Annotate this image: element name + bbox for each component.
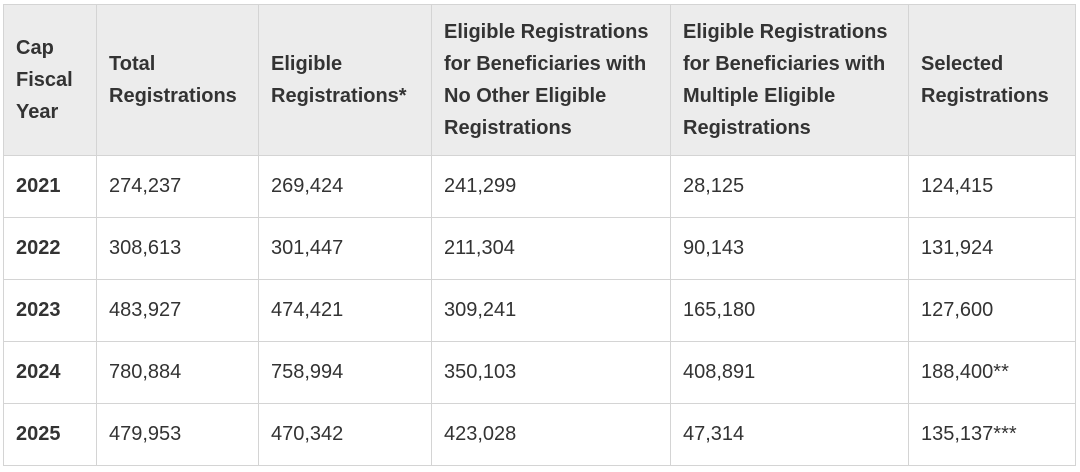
- cell-multiple: 28,125: [670, 155, 909, 218]
- header-eligible-no-other: Eligible Registrations for Beneficiaries…: [431, 4, 671, 156]
- cell-multiple: 165,180: [670, 279, 909, 342]
- cell-eligible: 758,994: [258, 341, 432, 404]
- registrations-table-container: Cap Fiscal Year Total Registrations Elig…: [3, 4, 1076, 466]
- cell-total: 308,613: [96, 217, 259, 280]
- table-header: Cap Fiscal Year Total Registrations Elig…: [3, 4, 1076, 156]
- cell-total: 780,884: [96, 341, 259, 404]
- cell-no-other: 309,241: [431, 279, 671, 342]
- cell-selected: 127,600: [908, 279, 1076, 342]
- cell-selected: 131,924: [908, 217, 1076, 280]
- header-selected-registrations: Selected Registrations: [908, 4, 1076, 156]
- table-row: 2022 308,613 301,447 211,304 90,143 131,…: [3, 217, 1076, 280]
- table-row: 2024 780,884 758,994 350,103 408,891 188…: [3, 341, 1076, 404]
- cell-multiple: 408,891: [670, 341, 909, 404]
- cell-year: 2023: [3, 279, 97, 342]
- table-row: 2021 274,237 269,424 241,299 28,125 124,…: [3, 155, 1076, 218]
- cell-year: 2024: [3, 341, 97, 404]
- header-row: Cap Fiscal Year Total Registrations Elig…: [3, 4, 1076, 156]
- cell-year: 2025: [3, 403, 97, 466]
- header-total-registrations: Total Registrations: [96, 4, 259, 156]
- registrations-table: Cap Fiscal Year Total Registrations Elig…: [3, 4, 1076, 466]
- cell-eligible: 269,424: [258, 155, 432, 218]
- cell-selected: 124,415: [908, 155, 1076, 218]
- header-eligible-multiple: Eligible Registrations for Beneficiaries…: [670, 4, 909, 156]
- cell-selected: 135,137***: [908, 403, 1076, 466]
- cell-total: 479,953: [96, 403, 259, 466]
- cell-no-other: 211,304: [431, 217, 671, 280]
- cell-total: 483,927: [96, 279, 259, 342]
- table-row: 2023 483,927 474,421 309,241 165,180 127…: [3, 279, 1076, 342]
- cell-multiple: 47,314: [670, 403, 909, 466]
- cell-no-other: 423,028: [431, 403, 671, 466]
- cell-selected: 188,400**: [908, 341, 1076, 404]
- cell-year: 2022: [3, 217, 97, 280]
- cell-eligible: 474,421: [258, 279, 432, 342]
- cell-total: 274,237: [96, 155, 259, 218]
- header-eligible-registrations: Eligible Registrations*: [258, 4, 432, 156]
- cell-eligible: 301,447: [258, 217, 432, 280]
- table-body: 2021 274,237 269,424 241,299 28,125 124,…: [3, 155, 1076, 466]
- header-cap-fiscal-year: Cap Fiscal Year: [3, 4, 97, 156]
- cell-no-other: 241,299: [431, 155, 671, 218]
- cell-multiple: 90,143: [670, 217, 909, 280]
- table-row: 2025 479,953 470,342 423,028 47,314 135,…: [3, 403, 1076, 466]
- cell-eligible: 470,342: [258, 403, 432, 466]
- cell-no-other: 350,103: [431, 341, 671, 404]
- cell-year: 2021: [3, 155, 97, 218]
